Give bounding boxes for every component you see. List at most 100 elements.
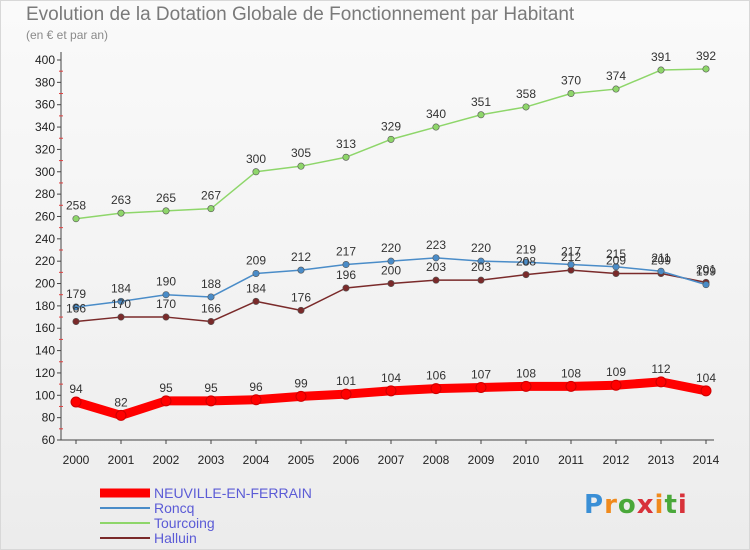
x-tick-label: 2006 — [333, 453, 360, 467]
y-tick-label: 60 — [42, 433, 56, 447]
data-label: 351 — [471, 95, 491, 109]
x-tick-label: 2008 — [423, 453, 450, 467]
series-neuville-en-ferrain — [70, 376, 712, 421]
data-point — [342, 284, 350, 292]
data-label: 374 — [606, 69, 626, 83]
data-label: 209 — [606, 253, 626, 267]
data-label: 300 — [246, 152, 266, 166]
y-tick-label: 380 — [35, 75, 55, 89]
data-label: 96 — [249, 380, 263, 394]
data-label: 392 — [696, 49, 716, 63]
chart-subtitle: (en € et par an) — [26, 28, 109, 42]
data-point — [207, 318, 215, 326]
data-label: 104 — [381, 371, 401, 385]
data-label: 329 — [381, 119, 401, 133]
data-label: 358 — [516, 87, 536, 101]
data-point — [115, 409, 127, 421]
data-label: 220 — [381, 241, 401, 255]
y-tick-label: 280 — [35, 187, 55, 201]
data-point — [612, 269, 620, 277]
data-point — [567, 261, 575, 269]
data-point — [657, 66, 665, 74]
data-label: 107 — [471, 367, 491, 381]
data-point — [207, 293, 215, 301]
data-point — [342, 153, 350, 161]
x-tick-label: 2009 — [468, 453, 495, 467]
data-label: 190 — [156, 275, 176, 289]
data-point — [207, 205, 215, 213]
data-label: 94 — [69, 382, 83, 396]
data-label: 212 — [291, 250, 311, 264]
data-point — [252, 269, 260, 277]
data-point — [117, 297, 125, 305]
data-label: 263 — [111, 193, 131, 207]
data-point — [475, 381, 487, 393]
x-tick-label: 2014 — [693, 453, 720, 467]
data-point — [387, 257, 395, 265]
data-point — [340, 388, 352, 400]
data-point — [297, 162, 305, 170]
data-point — [297, 266, 305, 274]
data-point — [117, 209, 125, 217]
data-point — [565, 380, 577, 392]
data-point — [387, 280, 395, 288]
data-point — [250, 394, 262, 406]
data-label: 217 — [336, 245, 356, 259]
data-point — [520, 380, 532, 392]
data-label: 211 — [651, 251, 670, 265]
data-point — [612, 85, 620, 93]
y-tick-label: 120 — [35, 366, 55, 380]
data-labels: 94 82 95 95 96 99 101 104 106 107 108 108 109 112 104 1… — [66, 49, 716, 409]
data-label: 82 — [114, 395, 128, 409]
y-tick-label: 200 — [35, 277, 55, 291]
data-label: 184 — [246, 281, 266, 295]
data-point — [702, 281, 710, 289]
data-label: 267 — [201, 189, 221, 203]
data-label: 196 — [336, 268, 356, 282]
data-point — [702, 65, 710, 73]
data-point — [430, 383, 442, 395]
data-point — [522, 258, 530, 266]
data-label: 220 — [471, 241, 491, 255]
data-point — [477, 276, 485, 284]
series-tourcoing — [72, 65, 710, 223]
data-label: 203 — [426, 260, 446, 274]
data-point — [295, 390, 307, 402]
legend-label: Tourcoing — [154, 515, 215, 531]
data-point — [162, 313, 170, 321]
data-point — [432, 276, 440, 284]
data-label: 340 — [426, 107, 446, 121]
data-label: 179 — [66, 287, 86, 301]
data-label: 104 — [696, 371, 716, 385]
data-label: 313 — [336, 137, 356, 151]
x-tick-label: 2002 — [153, 453, 180, 467]
data-point — [432, 123, 440, 131]
x-tick-label: 2005 — [288, 453, 315, 467]
x-tick-label: 2004 — [243, 453, 270, 467]
data-label: 305 — [291, 146, 311, 160]
data-label: 188 — [201, 277, 221, 291]
data-label: 209 — [651, 253, 671, 267]
data-label: 391 — [651, 50, 671, 64]
data-label: 258 — [66, 199, 86, 213]
x-tick-label: 2011 — [558, 453, 584, 467]
data-label: 200 — [381, 264, 401, 278]
x-tick-label: 2012 — [603, 453, 630, 467]
data-label: 209 — [246, 253, 266, 267]
y-tick-label: 340 — [35, 120, 55, 134]
data-point — [205, 395, 217, 407]
data-label: 108 — [516, 366, 536, 380]
data-label: 108 — [561, 366, 581, 380]
x-tick-label: 2013 — [648, 453, 675, 467]
data-label: 95 — [159, 381, 173, 395]
y-tick-label: 180 — [35, 299, 55, 313]
data-point — [72, 215, 80, 223]
data-point — [522, 103, 530, 111]
y-tick-label: 240 — [35, 232, 55, 246]
data-point — [72, 318, 80, 326]
y-tick-label: 260 — [35, 209, 55, 223]
y-tick-label: 220 — [35, 254, 55, 268]
data-point — [477, 111, 485, 119]
data-point — [432, 254, 440, 262]
